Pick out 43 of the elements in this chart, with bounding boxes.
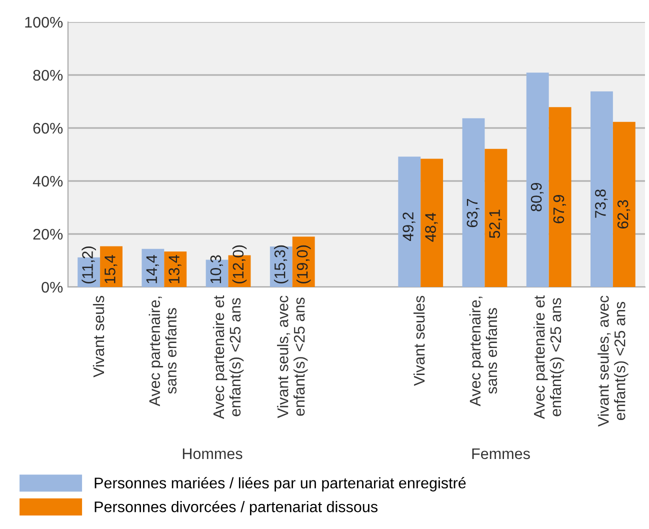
data-label: 14,4 — [146, 255, 159, 284]
data-label: 63,7 — [466, 198, 480, 228]
y-tick-label: 40% — [32, 176, 63, 187]
text: Femmes — [472, 448, 530, 460]
data-label: 80,9 — [530, 182, 544, 212]
data-label: 62,3 — [617, 200, 630, 228]
y-tick-label: 20% — [33, 228, 63, 240]
bar — [612, 122, 636, 287]
x-tick-label: Vivant seuls — [92, 296, 104, 378]
data-label: 48,4 — [425, 212, 438, 242]
y-tick-label: 0% — [42, 282, 63, 293]
data-label: 49,2 — [402, 212, 416, 242]
data-label: (19,0) — [296, 245, 311, 284]
x-tick-label: Avec partenaire, sans enfants — [148, 296, 176, 406]
x-tick-label: Avec partenaire et enfant(s) <25 ans — [212, 295, 244, 420]
bar — [462, 118, 485, 287]
bar — [420, 158, 444, 287]
legend-label: Personnes divorcées / partenariat dissous — [94, 500, 378, 516]
bar — [100, 246, 122, 287]
data-label: 52,1 — [489, 210, 502, 238]
x-tick-label: Vivant seules — [413, 296, 425, 386]
legend-label: Personnes mariées / liées par un partenariat enregistré — [94, 477, 466, 492]
data-label: 13,4 — [168, 255, 182, 284]
bar — [590, 91, 613, 287]
data-label: 10,3 — [210, 255, 223, 284]
data-label: 67,9 — [553, 195, 566, 224]
data-label: (15,3) — [274, 245, 288, 284]
x-tick-label: Vivant seuls, avec enfant(s) <25 ans — [277, 296, 308, 418]
data-label: (12,0) — [232, 245, 247, 284]
data-label: 15,4 — [104, 255, 118, 284]
data-label: 73,8 — [595, 189, 608, 218]
bar — [398, 156, 421, 287]
y-tick-label: 60% — [33, 122, 63, 134]
y-tick-label: 100% — [25, 16, 63, 28]
y-tick-label: 80% — [33, 70, 63, 81]
bar — [484, 148, 508, 287]
x-tick-label: Avec partenaire et enfant(s) <25 ans — [533, 295, 564, 420]
text: Hommes — [182, 448, 242, 460]
bar — [526, 72, 549, 287]
data-label: (11,2) — [82, 246, 96, 284]
bar — [548, 107, 572, 287]
x-tick-label: Avec partenaire, sans enfants — [469, 296, 498, 406]
bar — [142, 248, 164, 287]
